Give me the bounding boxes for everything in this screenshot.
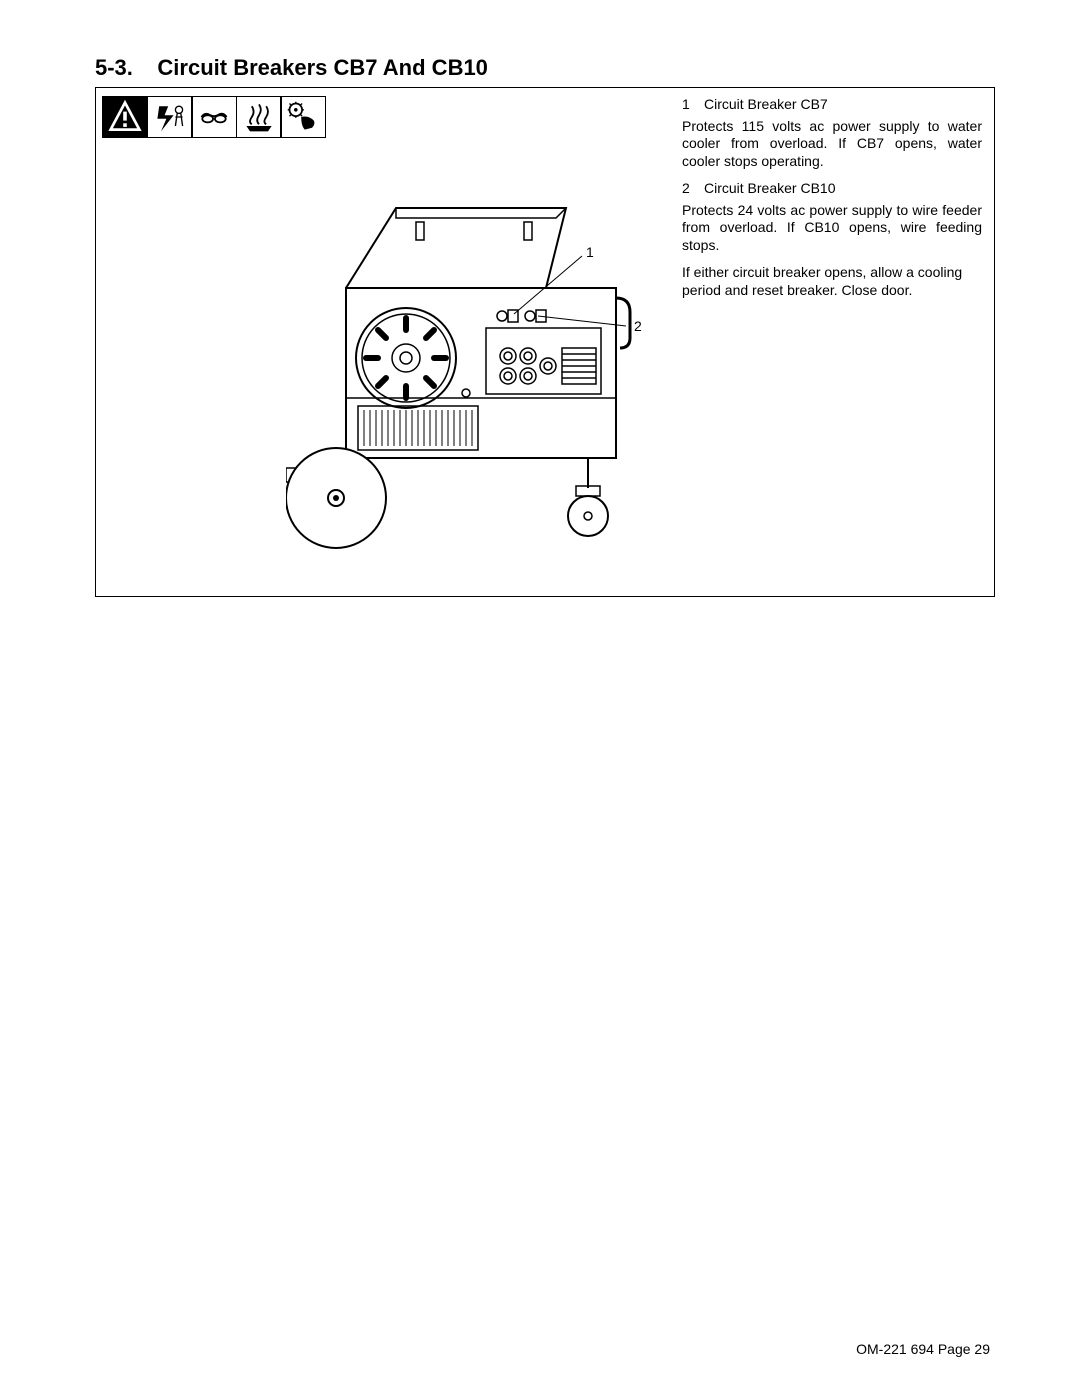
callout-1: 1	[586, 244, 594, 260]
callout-2: 2	[634, 318, 642, 334]
legend-label-1: Circuit Breaker CB7	[704, 96, 828, 114]
legend-label-2: Circuit Breaker CB10	[704, 180, 836, 198]
warning-icon-strip	[102, 96, 326, 138]
legend-item-1: 1 Circuit Breaker CB7	[682, 96, 982, 114]
moving-parts-icon	[280, 96, 326, 138]
description-column: 1 Circuit Breaker CB7 Protects 115 volts…	[682, 96, 982, 309]
legend-num-2: 2	[682, 180, 704, 198]
paragraph-cb10: Protects 24 volts ac power supply to wir…	[682, 202, 982, 255]
hot-surface-icon	[236, 96, 282, 138]
warning-triangle-icon	[102, 96, 148, 138]
paragraph-cb7: Protects 115 volts ac power supply to wa…	[682, 118, 982, 171]
section-number: 5-3.	[95, 55, 133, 80]
figure-box: 1 2 1 Circuit Breaker CB7 Protects 115 v…	[95, 87, 995, 597]
paragraph-reset: If either circuit breaker opens, allow a…	[682, 264, 982, 299]
legend-item-2: 2 Circuit Breaker CB10	[682, 180, 982, 198]
electric-shock-icon	[147, 96, 193, 138]
page-footer: OM-221 694 Page 29	[856, 1341, 990, 1357]
legend-num-1: 1	[682, 96, 704, 114]
section-title-text: Circuit Breakers CB7 And CB10	[157, 55, 488, 80]
section-heading: 5-3. Circuit Breakers CB7 And CB10	[95, 55, 990, 81]
safety-glasses-icon	[191, 96, 237, 138]
machine-diagram: 1 2	[286, 198, 676, 568]
